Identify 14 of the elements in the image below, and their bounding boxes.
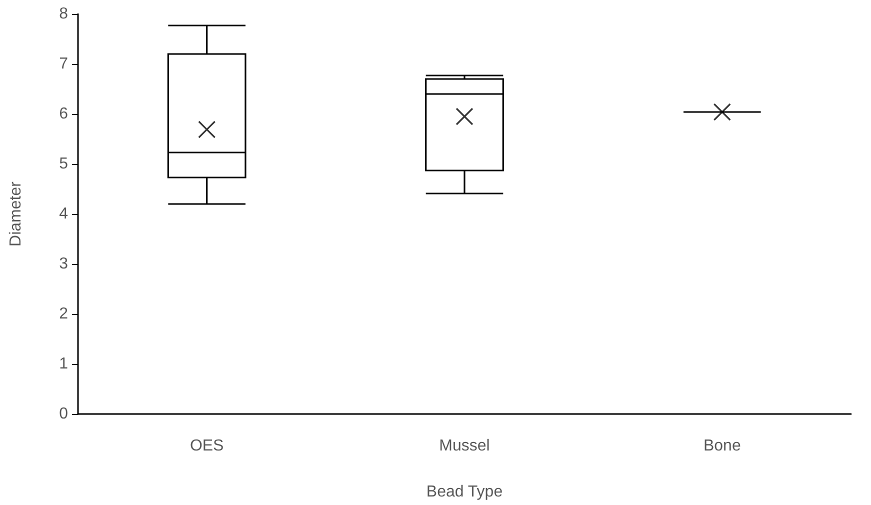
y-tick-label: 0 <box>59 406 68 422</box>
y-tick-label: 4 <box>59 206 68 222</box>
x-axis-title: Bead Type <box>426 484 503 500</box>
x-tick-label: Mussel <box>439 438 490 454</box>
y-tick-label: 8 <box>59 6 68 22</box>
x-tick-label: Bone <box>703 438 741 454</box>
x-tick-label: OES <box>190 438 224 454</box>
y-axis-title: Diameter <box>8 180 24 246</box>
y-tick-label: 3 <box>59 256 68 272</box>
y-tick-label: 1 <box>59 356 68 372</box>
y-tick-label: 6 <box>59 106 68 122</box>
y-tick-label: 5 <box>59 156 68 172</box>
y-tick-label: 7 <box>59 56 68 72</box>
y-tick-label: 2 <box>59 306 68 322</box>
